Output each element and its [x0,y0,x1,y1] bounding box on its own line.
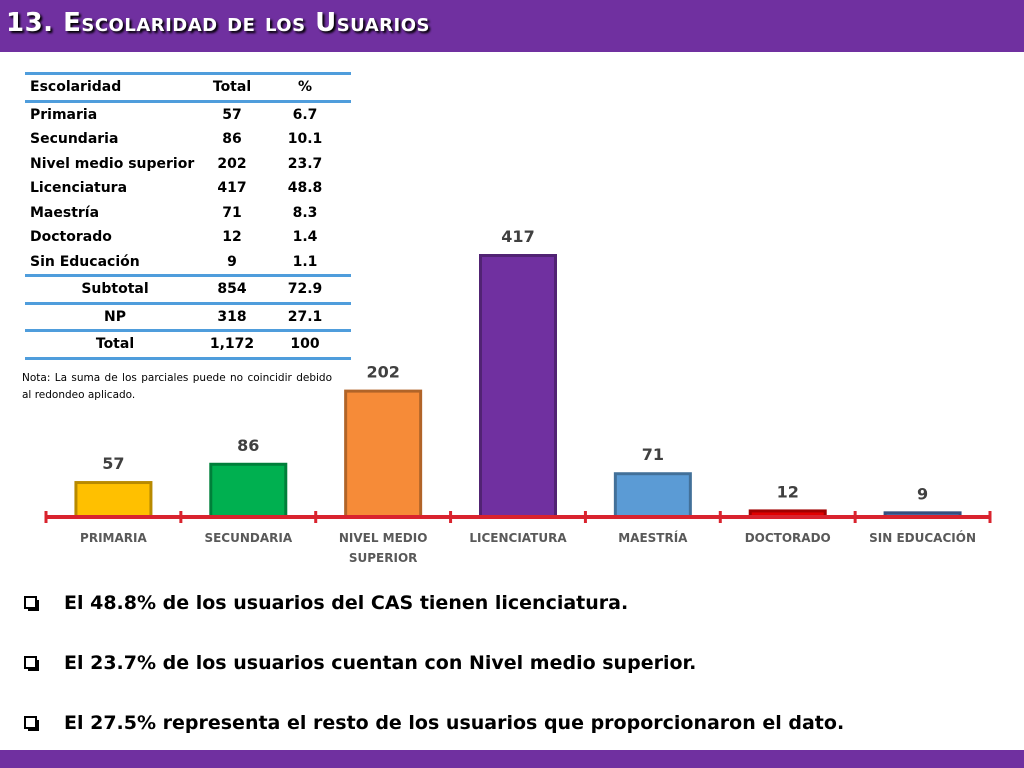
data-label: 417 [501,227,534,246]
bullet-text: El 27.5% representa el resto de los usua… [64,712,845,734]
np-percent: 27.1 [287,308,323,325]
checkbox-bullet-icon [24,716,39,731]
bottom-bar [0,750,1024,768]
column-header-percent: % [297,79,313,95]
subtotal-label: Subtotal [81,281,149,297]
row-percent: 10.1 [287,131,323,147]
data-label: 86 [237,436,259,455]
table-row: Doctorado 12 1.4 [25,225,351,250]
row-total: 417 [217,180,247,196]
data-label: 12 [777,482,799,501]
data-label: 57 [102,454,124,473]
subtotal-percent: 72.9 [287,281,323,297]
row-label: Doctorado [30,229,112,245]
row-label: Maestría [30,204,100,221]
np-label: NP [104,308,126,325]
row-percent: 6.7 [292,106,318,123]
category-label: SIN EDUCACIÓN [869,530,976,545]
total-percent: 100 [290,336,320,352]
rounding-note: Nota: La suma de los parciales puede no … [22,372,332,401]
category-label: NIVEL MEDIO SUPERIOR [339,531,428,565]
table-rule [25,329,351,332]
table-row: Licenciatura 417 48.8 [25,176,351,201]
data-label: 9 [917,484,928,503]
table-rule [25,301,351,305]
row-percent: 1.1 [292,253,318,270]
bar [347,392,420,517]
bullet-text: El 48.8% de los usuarios del CAS tienen … [64,592,629,614]
bar [482,257,554,517]
row-label: Secundaria [30,131,119,147]
np-row: NP 318 27.1 [25,305,351,330]
total-row: Total 1,172 100 [25,332,351,357]
schooling-table: Escolaridad Total % Primaria 57 6.7 Secu… [25,72,351,360]
bar-shadow [883,511,962,517]
row-label: Primaria [30,106,98,123]
np-total: 318 [217,308,247,325]
page-title: 13. Escolaridad de los Usuarios [6,8,430,38]
bar [616,475,689,517]
category-label: SECUNDARIA [204,531,292,545]
table-rule [25,356,351,360]
column-header-escolaridad: Escolaridad [30,79,122,95]
row-percent: 1.4 [292,229,318,245]
row-total: 86 [222,131,242,147]
row-label: Nivel medio superior [30,155,195,172]
checkbox-bullet-icon [24,596,39,611]
data-label: 71 [642,445,664,464]
row-total: 9 [227,253,237,270]
table-rule [25,99,351,103]
category-label: PRIMARIA [80,531,147,545]
row-label: Sin Educación [30,253,140,270]
total-total: 1,172 [209,336,255,352]
table-row: Nivel medio superior 202 23.7 [25,152,351,177]
table-row: Secundaria 86 10.1 [25,127,351,152]
row-percent: 23.7 [287,155,323,172]
total-label: Total [95,336,135,352]
row-total: 57 [222,106,242,123]
data-label: 202 [366,363,399,382]
row-total: 12 [222,229,242,245]
category-label: LICENCIATURA [469,531,567,545]
row-label: Licenciatura [30,180,128,196]
table-row: Maestría 71 8.3 [25,201,351,226]
bullet-text: El 23.7% de los usuarios cuentan con Niv… [64,652,697,674]
table-header-row: Escolaridad Total % [25,75,351,100]
subtotal-total: 854 [217,281,247,297]
row-percent: 8.3 [292,204,318,221]
subtotal-row: Subtotal 854 72.9 [25,277,351,302]
title-bar: 13. Escolaridad de los Usuarios [0,0,1024,52]
column-header-total: Total [212,79,252,95]
bar [77,484,150,517]
bar [212,465,285,517]
checkbox-bullet-icon [24,656,39,671]
table-rule [25,72,351,75]
row-percent: 48.8 [287,180,323,196]
row-total: 202 [217,155,247,172]
table-row: Sin Educación 9 1.1 [25,250,351,275]
category-label: MAESTRÍA [618,530,688,545]
table-row: Primaria 57 6.7 [25,103,351,128]
category-label: DOCTORADO [745,531,831,545]
table-rule [25,274,351,277]
row-total: 71 [222,204,242,221]
bar [751,512,824,517]
